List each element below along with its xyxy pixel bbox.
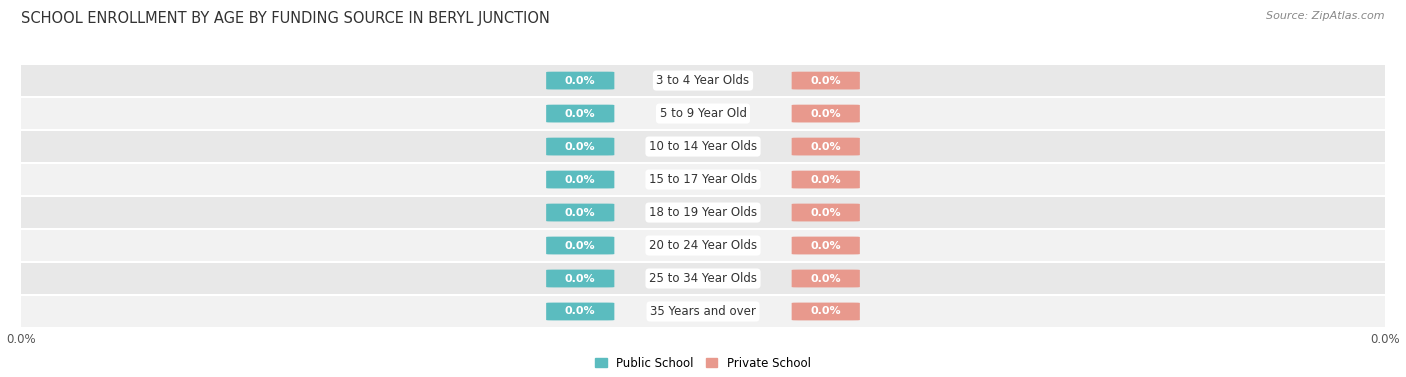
FancyBboxPatch shape bbox=[792, 303, 860, 320]
Text: 20 to 24 Year Olds: 20 to 24 Year Olds bbox=[650, 239, 756, 252]
Text: Source: ZipAtlas.com: Source: ZipAtlas.com bbox=[1267, 11, 1385, 21]
FancyBboxPatch shape bbox=[792, 204, 860, 221]
Bar bbox=[21, 64, 1385, 97]
Bar bbox=[21, 229, 1385, 262]
Text: SCHOOL ENROLLMENT BY AGE BY FUNDING SOURCE IN BERYL JUNCTION: SCHOOL ENROLLMENT BY AGE BY FUNDING SOUR… bbox=[21, 11, 550, 26]
Text: 0.0%: 0.0% bbox=[565, 175, 596, 185]
Text: 0.0%: 0.0% bbox=[810, 75, 841, 86]
Bar bbox=[21, 196, 1385, 229]
Text: 10 to 14 Year Olds: 10 to 14 Year Olds bbox=[650, 140, 756, 153]
Bar bbox=[21, 295, 1385, 328]
Bar bbox=[21, 97, 1385, 130]
FancyBboxPatch shape bbox=[792, 105, 860, 123]
FancyBboxPatch shape bbox=[792, 237, 860, 254]
Text: 3 to 4 Year Olds: 3 to 4 Year Olds bbox=[657, 74, 749, 87]
Text: 0.0%: 0.0% bbox=[565, 241, 596, 251]
Text: 0.0%: 0.0% bbox=[810, 141, 841, 152]
FancyBboxPatch shape bbox=[546, 171, 614, 188]
Bar bbox=[21, 262, 1385, 295]
FancyBboxPatch shape bbox=[546, 72, 614, 89]
FancyBboxPatch shape bbox=[546, 204, 614, 221]
Text: 35 Years and over: 35 Years and over bbox=[650, 305, 756, 318]
FancyBboxPatch shape bbox=[546, 105, 614, 123]
FancyBboxPatch shape bbox=[792, 72, 860, 89]
Text: 0.0%: 0.0% bbox=[565, 141, 596, 152]
Text: 0.0%: 0.0% bbox=[565, 307, 596, 317]
FancyBboxPatch shape bbox=[546, 138, 614, 155]
Text: 0.0%: 0.0% bbox=[810, 109, 841, 119]
Text: 18 to 19 Year Olds: 18 to 19 Year Olds bbox=[650, 206, 756, 219]
FancyBboxPatch shape bbox=[792, 171, 860, 188]
Text: 0.0%: 0.0% bbox=[810, 273, 841, 284]
Text: 0.0%: 0.0% bbox=[810, 175, 841, 185]
Text: 0.0%: 0.0% bbox=[565, 207, 596, 218]
Text: 0.0%: 0.0% bbox=[565, 75, 596, 86]
Text: 15 to 17 Year Olds: 15 to 17 Year Olds bbox=[650, 173, 756, 186]
Text: 25 to 34 Year Olds: 25 to 34 Year Olds bbox=[650, 272, 756, 285]
FancyBboxPatch shape bbox=[546, 237, 614, 254]
FancyBboxPatch shape bbox=[546, 303, 614, 320]
Text: 0.0%: 0.0% bbox=[810, 241, 841, 251]
Legend: Public School, Private School: Public School, Private School bbox=[595, 357, 811, 369]
Bar bbox=[21, 130, 1385, 163]
Text: 0.0%: 0.0% bbox=[565, 109, 596, 119]
Text: 0.0%: 0.0% bbox=[810, 307, 841, 317]
Text: 0.0%: 0.0% bbox=[565, 273, 596, 284]
Bar bbox=[21, 163, 1385, 196]
Text: 0.0%: 0.0% bbox=[810, 207, 841, 218]
FancyBboxPatch shape bbox=[546, 270, 614, 287]
FancyBboxPatch shape bbox=[792, 270, 860, 287]
Text: 5 to 9 Year Old: 5 to 9 Year Old bbox=[659, 107, 747, 120]
FancyBboxPatch shape bbox=[792, 138, 860, 155]
